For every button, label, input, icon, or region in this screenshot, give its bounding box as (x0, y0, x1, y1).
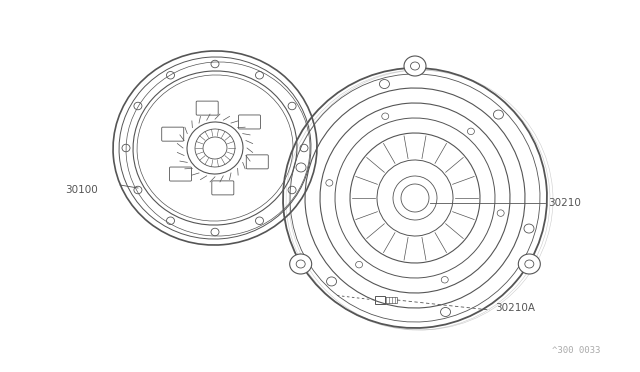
Ellipse shape (518, 254, 540, 274)
Text: 30100: 30100 (65, 185, 98, 195)
Text: 30210: 30210 (548, 198, 581, 208)
Text: 30210A: 30210A (495, 303, 535, 313)
Ellipse shape (404, 56, 426, 76)
Ellipse shape (290, 254, 312, 274)
Text: ^300 0033: ^300 0033 (552, 346, 600, 355)
